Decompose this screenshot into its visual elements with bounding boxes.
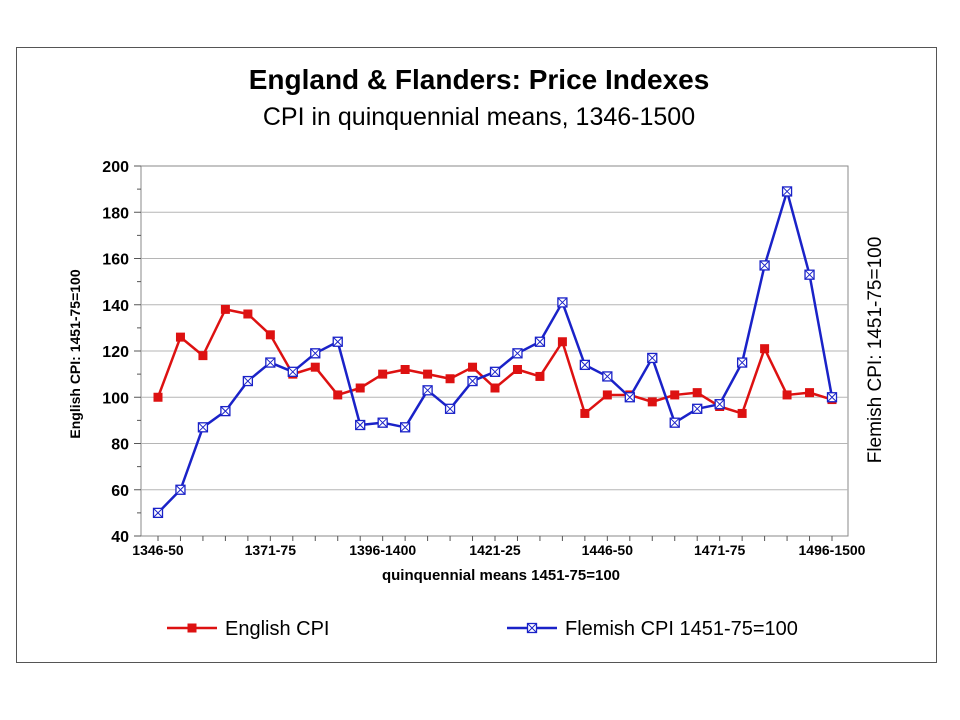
data-point — [557, 337, 567, 347]
y-axis-label-right: Flemish CPI: 1451-75=100 — [865, 237, 886, 464]
data-point — [759, 260, 770, 271]
data-point — [377, 417, 388, 428]
data-point — [333, 390, 343, 400]
data-point — [535, 371, 545, 381]
y-tick-label: 140 — [102, 298, 129, 315]
data-point — [220, 304, 230, 314]
data-point — [332, 336, 343, 347]
data-point — [826, 392, 838, 403]
x-tick-label: 1396-1400 — [349, 542, 416, 558]
y-tick-label: 200 — [102, 159, 129, 176]
data-point — [468, 362, 478, 372]
data-point — [175, 484, 186, 495]
data-point — [287, 366, 298, 377]
data-point — [197, 422, 209, 433]
data-point — [692, 403, 703, 414]
data-point — [781, 186, 793, 197]
legend-swatch-marker — [187, 623, 197, 633]
x-axis-label: quinquennial means 1451-75=100 — [382, 567, 620, 584]
data-point — [467, 375, 478, 387]
x-tick-label: 1496-1500 — [799, 542, 866, 558]
legend-item: Flemish CPI 1451-75=100 — [507, 618, 798, 640]
data-point — [489, 366, 501, 377]
chart-frame: England & Flanders: Price Indexes CPI in… — [16, 47, 937, 663]
series-layer — [152, 186, 838, 519]
data-point — [444, 403, 456, 414]
x-tick-label: 1421-25 — [469, 542, 521, 558]
data-point — [512, 365, 522, 374]
chart-svg: England & Flanders: Price Indexes CPI in… — [67, 64, 886, 640]
data-point — [310, 348, 321, 359]
data-point — [804, 269, 815, 280]
data-point — [760, 344, 770, 354]
data-point — [399, 422, 411, 433]
x-tick-label: 1346-50 — [132, 542, 184, 558]
data-point — [534, 336, 546, 347]
y-tick-label: 160 — [102, 252, 129, 269]
x-tick-label: 1446-50 — [582, 542, 634, 558]
data-point — [602, 390, 612, 400]
data-point — [152, 507, 164, 519]
data-point — [490, 383, 500, 393]
y-axis: 40 60 80 100 120 140 160 180 200 — [102, 159, 141, 546]
legend-label: Flemish CPI 1451-75=100 — [565, 618, 798, 640]
data-point — [310, 362, 320, 372]
y-tick-label: 80 — [111, 437, 129, 454]
data-point — [602, 371, 613, 382]
data-point — [400, 365, 410, 374]
chart-title: England & Flanders: Price Indexes — [249, 64, 710, 95]
data-point — [175, 332, 185, 342]
data-point — [423, 369, 433, 379]
data-point — [512, 348, 523, 359]
series-2 — [152, 186, 838, 519]
data-point — [242, 375, 254, 387]
data-point — [669, 417, 680, 428]
data-point — [805, 388, 815, 398]
data-point — [153, 392, 163, 402]
data-point — [378, 369, 388, 379]
data-point — [243, 309, 253, 319]
data-point — [647, 397, 657, 407]
x-tick-label: 1471-75 — [694, 542, 746, 558]
x-axis: 1346-50 1371-75 1396-1400 1421-25 1446-50 147… — [132, 536, 866, 558]
y-tick-label: 100 — [102, 390, 129, 407]
x-tick-label: 1371-75 — [245, 542, 297, 558]
data-point — [579, 359, 591, 371]
legend-item: English CPI — [167, 618, 330, 640]
y-axis-label: English CPI: 1451-75=100 — [67, 269, 83, 438]
y-tick-label: 180 — [102, 205, 129, 222]
data-point — [355, 419, 366, 431]
y-tick-label: 60 — [111, 483, 129, 500]
data-point — [737, 408, 747, 418]
data-point — [692, 388, 702, 398]
data-point — [714, 399, 725, 410]
legend: English CPI Flemish CPI 1451-75=100 — [167, 618, 798, 640]
data-point — [580, 408, 590, 418]
data-point — [624, 392, 635, 403]
data-point — [647, 352, 658, 364]
data-point — [265, 357, 276, 368]
gridlines — [141, 211, 848, 491]
y-tick-label: 40 — [111, 529, 129, 546]
data-point — [198, 351, 208, 361]
data-point — [782, 390, 792, 400]
data-point — [557, 297, 568, 308]
data-point — [265, 330, 275, 340]
y-tick-label: 120 — [102, 344, 129, 361]
legend-label: English CPI — [225, 618, 330, 640]
data-point — [445, 374, 455, 384]
data-point — [736, 357, 748, 368]
legend-swatch-marker — [526, 622, 538, 634]
data-point — [355, 383, 365, 393]
data-point — [670, 390, 680, 400]
data-point — [422, 385, 433, 396]
data-point — [220, 405, 231, 417]
chart-subtitle: CPI in quinquennial means, 1346-1500 — [263, 103, 695, 131]
